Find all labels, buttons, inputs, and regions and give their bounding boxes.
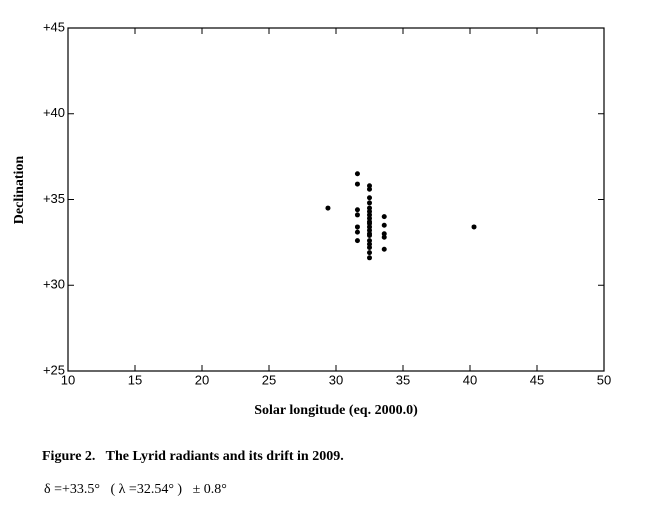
point <box>354 229 360 235</box>
x-axis-label: Solar longitude (eq. 2000.0) <box>254 403 418 418</box>
point <box>354 224 360 230</box>
x-tick-label: 50 <box>597 372 611 387</box>
point <box>367 209 372 215</box>
point <box>325 205 331 211</box>
point <box>367 212 372 218</box>
formula-note: δ =+33.5° ( λ =32.54° ) ± 0.8° <box>44 482 227 497</box>
point <box>381 246 387 252</box>
x-tick-label: 25 <box>262 372 276 387</box>
point <box>354 207 360 213</box>
point <box>354 212 360 218</box>
y-axis-label: Declination <box>12 156 27 225</box>
point <box>354 171 360 177</box>
x-tick-label: 45 <box>530 372 544 387</box>
x-tick-label: 35 <box>396 372 410 387</box>
point <box>381 234 387 240</box>
x-tick-label: 40 <box>463 372 477 387</box>
x-tick-label: 20 <box>195 372 209 387</box>
point <box>367 250 372 256</box>
y-tick-label: +45 <box>43 19 65 34</box>
y-tick-label: +25 <box>43 362 65 377</box>
x-tick-label: 10 <box>61 372 75 387</box>
point <box>367 195 372 201</box>
point <box>354 238 360 244</box>
point <box>367 255 372 261</box>
point <box>367 205 372 211</box>
caption: Figure 2. The Lyrid radiants and its dri… <box>42 449 344 464</box>
point <box>367 238 372 244</box>
point <box>367 186 372 192</box>
point <box>367 200 372 206</box>
point <box>367 215 372 221</box>
x-tick-label: 15 <box>128 372 142 387</box>
point <box>471 224 477 230</box>
point <box>367 233 372 239</box>
point <box>367 245 372 251</box>
x-tick-label: 30 <box>329 372 343 387</box>
y-tick-label: +30 <box>43 277 65 292</box>
point <box>367 227 372 233</box>
point <box>367 241 372 247</box>
plot-frame <box>67 27 605 372</box>
y-tick-label: +35 <box>43 191 65 206</box>
point <box>354 181 360 187</box>
point <box>381 231 387 237</box>
point <box>367 221 372 227</box>
point <box>381 214 387 220</box>
point <box>381 222 387 228</box>
point <box>367 183 372 189</box>
point <box>367 224 372 230</box>
y-tick-label: +40 <box>43 105 65 120</box>
